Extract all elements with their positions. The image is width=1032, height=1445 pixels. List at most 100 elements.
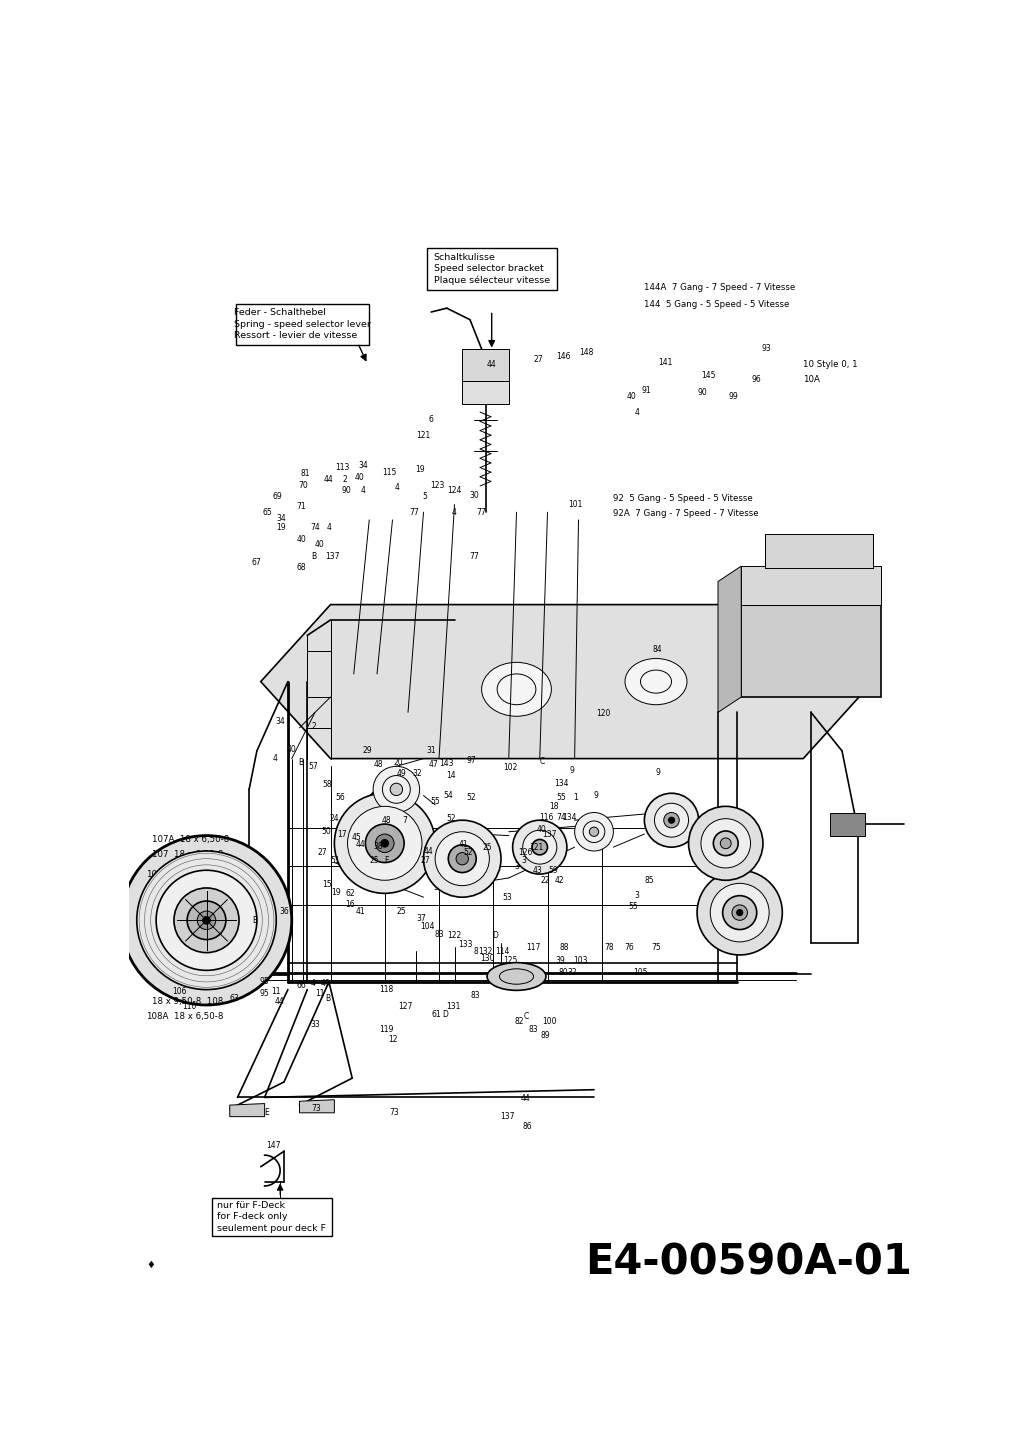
Text: 123: 123 [430,481,445,490]
Text: 70: 70 [298,481,309,490]
Text: 14: 14 [447,772,456,780]
Ellipse shape [448,845,476,873]
Text: 117: 117 [526,942,541,952]
Text: 104: 104 [420,922,434,931]
Text: 34: 34 [276,717,285,727]
Text: 75: 75 [651,942,660,952]
Text: 130: 130 [480,954,494,964]
Text: 20: 20 [394,759,404,767]
Text: 62: 62 [345,889,355,897]
Text: 55: 55 [556,793,567,802]
Text: 74: 74 [556,812,567,822]
Text: 78: 78 [605,942,614,952]
Text: 7: 7 [402,815,408,825]
Ellipse shape [482,662,551,717]
Text: 77: 77 [477,507,486,517]
Polygon shape [462,348,509,381]
Text: 106: 106 [172,987,187,996]
Text: 12: 12 [388,1035,397,1045]
Text: 144  5 Gang - 5 Speed - 5 Vitesse: 144 5 Gang - 5 Speed - 5 Vitesse [644,299,789,309]
Polygon shape [230,1104,264,1117]
Text: ♦: ♦ [147,1260,155,1270]
Text: 77: 77 [469,552,479,561]
Text: B: B [311,552,316,561]
Text: 77: 77 [410,507,419,517]
Ellipse shape [137,851,277,990]
Text: 127: 127 [397,1001,412,1011]
Text: 29: 29 [363,747,373,756]
Text: 95: 95 [260,988,269,998]
Text: 18 x 6,50-8: 18 x 6,50-8 [174,1011,223,1022]
Text: 67: 67 [252,558,262,566]
Text: 126: 126 [519,848,533,857]
Text: 3: 3 [522,855,526,864]
Text: 44: 44 [356,841,365,850]
Ellipse shape [533,840,548,855]
Text: 31: 31 [426,747,437,756]
Text: 76: 76 [624,942,634,952]
Text: 59: 59 [548,866,558,874]
Polygon shape [741,604,880,696]
Ellipse shape [436,832,489,886]
Text: 113: 113 [335,462,349,473]
Text: 90: 90 [342,486,351,496]
Text: 134: 134 [554,779,569,788]
Text: 100: 100 [542,1017,556,1026]
Text: 147: 147 [266,1140,281,1150]
Text: 44: 44 [521,1094,530,1104]
Text: 84: 84 [652,644,663,653]
Text: 6: 6 [429,415,433,425]
Ellipse shape [669,816,675,824]
Text: 52: 52 [466,793,477,802]
Text: 16: 16 [345,900,355,909]
Text: 144A  7 Gang - 7 Speed - 7 Vitesse: 144A 7 Gang - 7 Speed - 7 Vitesse [644,283,796,292]
Text: 137: 137 [499,1113,514,1121]
Text: 4: 4 [452,507,457,517]
Text: 81: 81 [301,470,311,478]
Text: 44: 44 [275,997,284,1006]
Text: 40: 40 [287,744,296,754]
Text: 1: 1 [573,793,578,802]
Ellipse shape [589,827,599,837]
Text: 2: 2 [342,475,347,484]
Text: 121: 121 [416,431,430,439]
Text: Feder - Schalthebel
Spring - speed selector lever
Ressort - levier de vitesse: Feder - Schalthebel Spring - speed selec… [234,308,372,340]
Text: 9: 9 [655,767,660,777]
Text: B: B [325,994,330,1003]
Text: 10A: 10A [803,376,820,384]
Text: 9: 9 [593,790,598,801]
Text: 25: 25 [397,906,407,916]
Text: 41: 41 [356,906,365,916]
Text: 134: 134 [562,812,577,822]
Text: 103: 103 [573,955,587,965]
Text: 40: 40 [315,540,324,549]
Text: 73: 73 [389,1108,399,1117]
Ellipse shape [697,870,782,955]
Text: 19: 19 [277,523,286,532]
Text: 109A: 109A [147,892,168,900]
Ellipse shape [334,793,436,893]
Text: F: F [384,855,388,864]
Text: 32: 32 [568,968,577,977]
Text: 101: 101 [569,500,583,509]
Text: 88: 88 [559,942,570,952]
Text: 120: 120 [596,709,611,718]
Text: 122: 122 [448,931,461,941]
Text: 44: 44 [487,360,496,368]
Ellipse shape [376,834,394,853]
Text: 42: 42 [554,876,563,884]
Text: 27: 27 [420,855,430,864]
Text: 66: 66 [296,981,305,990]
FancyBboxPatch shape [426,249,557,289]
Text: 92A  7 Gang - 7 Speed - 7 Vitesse: 92A 7 Gang - 7 Speed - 7 Vitesse [613,509,759,519]
Text: 8: 8 [474,946,479,955]
Text: 33: 33 [311,1020,320,1029]
Text: 58: 58 [323,780,332,789]
Text: 51: 51 [330,855,340,864]
Ellipse shape [664,812,679,828]
Text: 118: 118 [379,985,393,994]
Ellipse shape [713,831,738,855]
Text: 32: 32 [413,770,422,779]
Text: E: E [264,1108,269,1117]
Text: 18 x 9,50-8  108: 18 x 9,50-8 108 [153,997,224,1006]
